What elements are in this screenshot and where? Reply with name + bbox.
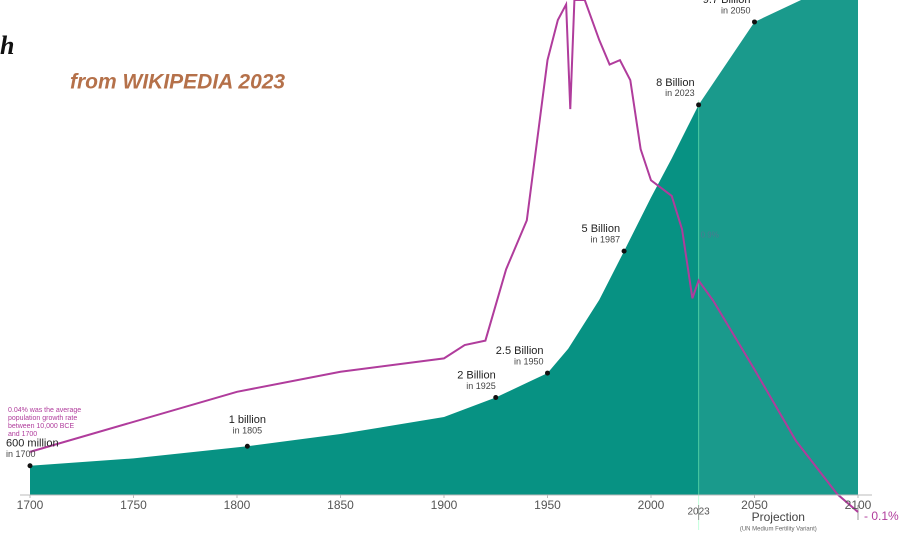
projection-bracket <box>698 505 859 520</box>
milestone-sub: in 2023 <box>665 88 695 98</box>
milestone-dot <box>493 394 499 400</box>
x-tick-label: 1900 <box>431 498 458 512</box>
milestone-label: 1 billion <box>229 414 266 426</box>
x-tick-label: 2000 <box>638 498 665 512</box>
milestone-sub: in 2050 <box>721 5 751 15</box>
milestone-label: 2 Billion <box>457 369 496 381</box>
milestone-label: 9.7 Billion <box>703 0 751 6</box>
chart-title: from WIKIPEDIA 2023 <box>70 71 285 94</box>
x-tick-label: 1800 <box>224 498 251 512</box>
milestone-label: 2.5 Billion <box>496 345 544 357</box>
x-tick-label: 2100 <box>845 498 872 512</box>
x-tick-label: 2050 <box>741 498 768 512</box>
projection-note: (UN Medium Fertility Variant) <box>740 527 817 533</box>
milestone-sub: in 1950 <box>514 356 544 366</box>
milestone-sub: in 1700 <box>6 449 36 459</box>
growth-label: 0.9% <box>701 231 719 240</box>
population-area <box>30 0 858 495</box>
growth-note: between 10,000 BCE <box>8 423 74 430</box>
milestone-dot <box>621 248 627 254</box>
milestone-dot <box>696 102 702 108</box>
milestone-dot <box>545 370 550 376</box>
milestone-label: 5 Billion <box>582 223 621 235</box>
milestone-dot <box>27 463 33 469</box>
milestone-dot <box>752 19 757 25</box>
growth-label: - 0.1% <box>864 509 899 523</box>
milestone-sub: in 1805 <box>233 426 263 436</box>
x-tick-label: 1700 <box>17 498 44 512</box>
milestone-label: 600 million <box>6 438 59 450</box>
milestone-sub: in 1925 <box>466 381 496 391</box>
x-tick-label: 1750 <box>120 498 147 512</box>
growth-note: and 1700 <box>8 431 37 438</box>
x-tick-label: 1950 <box>534 498 561 512</box>
milestone-dot <box>244 443 250 449</box>
projection-area <box>698 0 858 495</box>
milestone-label: 8 Billion <box>656 77 695 89</box>
x-tick-label: 1850 <box>327 498 354 512</box>
milestone-sub: in 1987 <box>591 235 621 245</box>
projection-label: Projection <box>752 510 805 524</box>
growth-note: population growth rate <box>8 415 77 422</box>
growth-line <box>29 0 859 513</box>
corner-text: h <box>0 31 14 60</box>
growth-note: 0.04% was the average <box>8 407 81 414</box>
